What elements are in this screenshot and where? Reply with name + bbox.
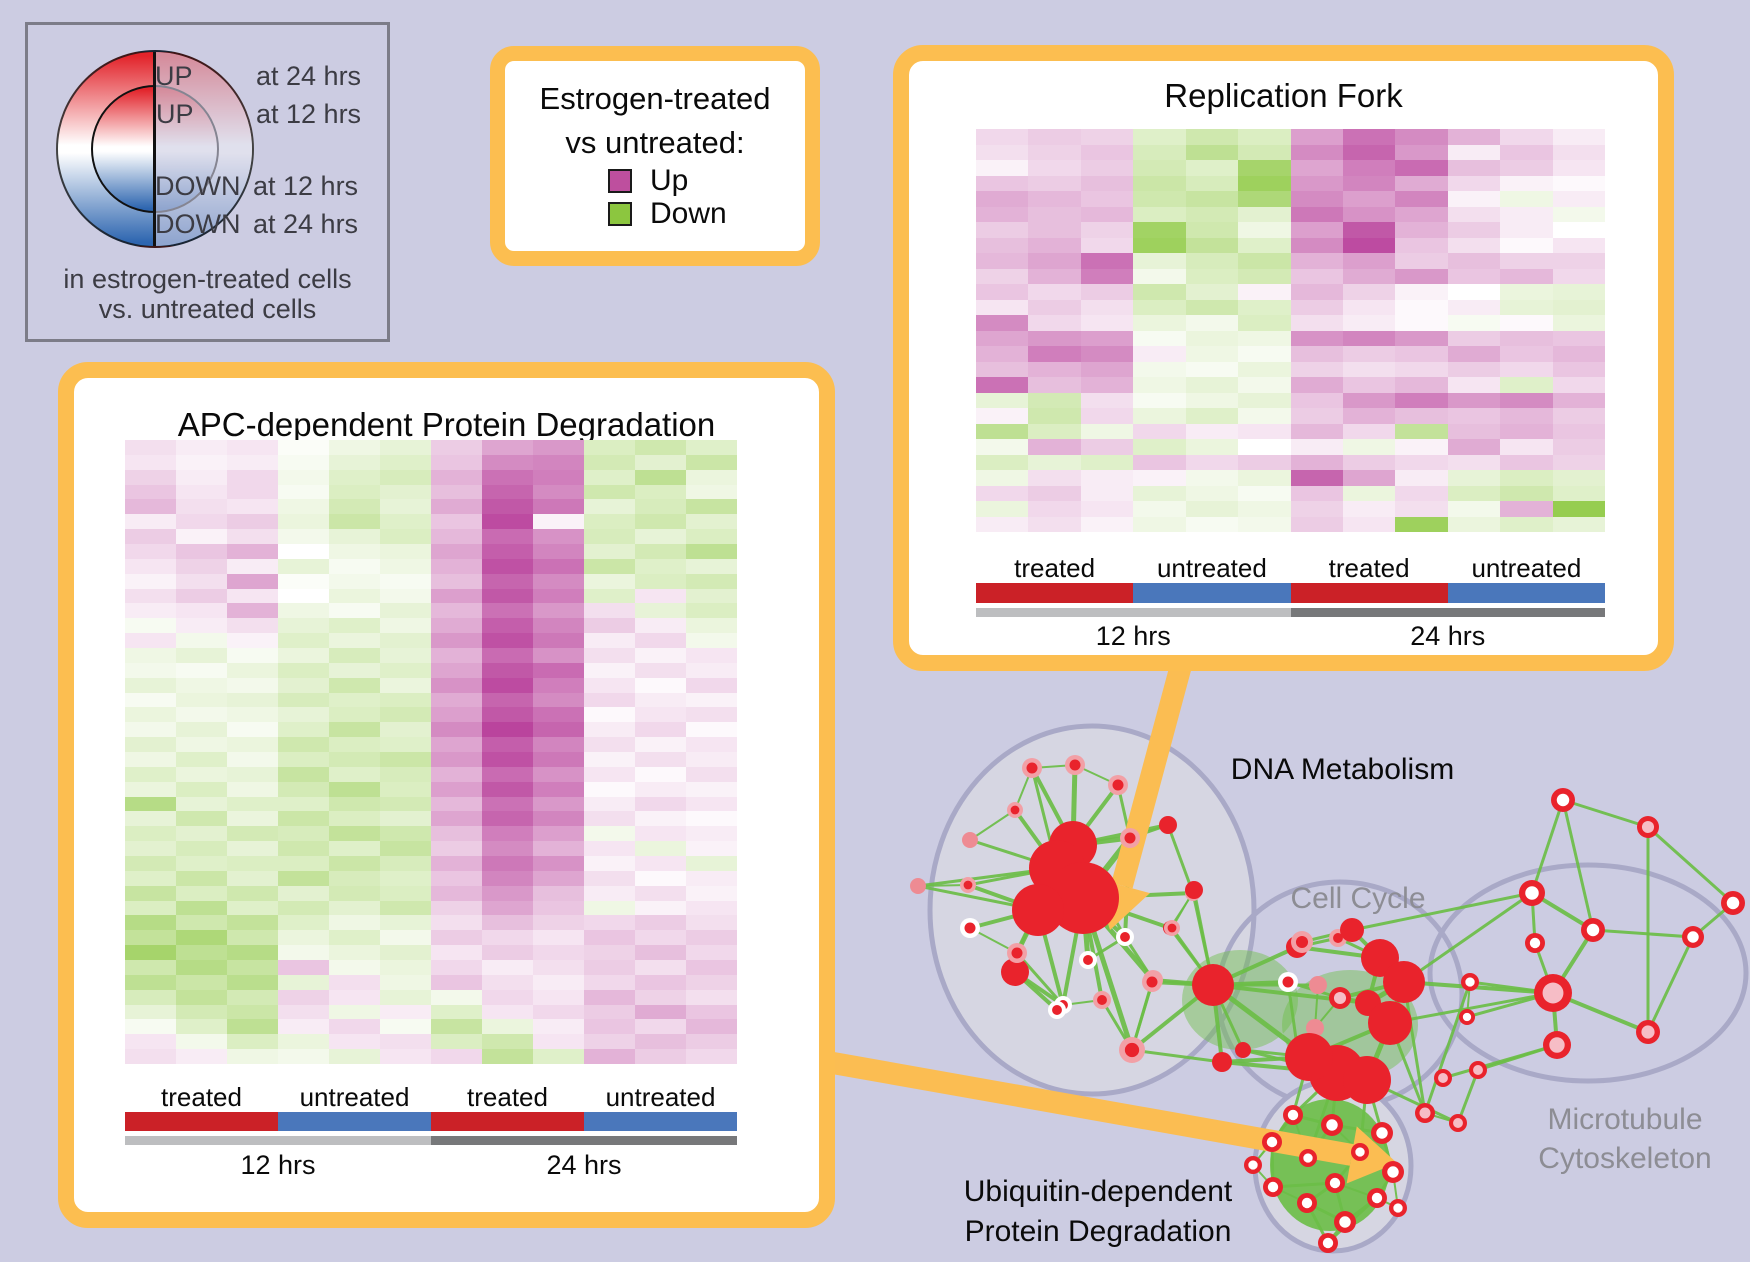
estrogen-legend-box: Estrogen-treated vs untreated: Up Down xyxy=(490,46,820,266)
estrogen-legend-title-line2: vs untreated: xyxy=(565,125,745,160)
apc-time-bar xyxy=(125,1136,737,1145)
microtubule-label-line2: Cytoskeleton xyxy=(1538,1142,1712,1175)
rf-time-label-24hrs: 24 hrs xyxy=(1410,621,1486,651)
dna-metabolism-label: DNA Metabolism xyxy=(1230,753,1455,786)
apc-group-label-2: untreated xyxy=(299,1082,410,1112)
apc-heatmap-panel: APC-dependent Protein Degradation treate… xyxy=(58,362,835,1228)
ubiquitin-degradation-label: Ubiquitin-dependent Protein Degradation xyxy=(928,1172,1268,1252)
estrogen-legend-title-line1: Estrogen-treated xyxy=(539,81,771,116)
rf-treatment-bar xyxy=(976,583,1605,603)
ring-legend-box: UP at 24 hrs UP at 12 hrs DOWN at 12 hrs… xyxy=(25,22,390,342)
rf-group-label-4: untreated xyxy=(1471,553,1582,583)
rf-group-label-2: untreated xyxy=(1156,553,1267,583)
apc-time-label-24hrs: 24 hrs xyxy=(546,1150,622,1180)
figure-bottom-margin xyxy=(0,1262,1750,1279)
down-color-swatch xyxy=(608,202,632,226)
ubiquitin-label-line2: Protein Degradation xyxy=(964,1215,1232,1248)
rf-time-label-12hrs: 12 hrs xyxy=(1095,621,1171,651)
ubiquitin-label-line1: Ubiquitin-dependent xyxy=(963,1175,1233,1208)
ring-label-down-inner-time: at 12 hrs xyxy=(253,171,359,201)
ring-divider-line xyxy=(153,52,156,246)
cell-cycle-label: Cell Cycle xyxy=(1290,882,1426,915)
ring-faded-half xyxy=(155,52,252,246)
microtubule-label-line1: Microtubule xyxy=(1547,1103,1703,1136)
apc-treatment-bar xyxy=(125,1112,737,1131)
ring-label-down-inner: DOWN xyxy=(155,171,241,201)
apc-group-label-4: untreated xyxy=(605,1082,716,1112)
rf-group-label-3: treated xyxy=(1328,553,1410,583)
ring-caption-line2: vs. untreated cells xyxy=(98,294,317,324)
rf-time-labels: 12 hrs 24 hrs xyxy=(976,621,1605,652)
replication-fork-panel: Replication Fork treated untreated treat… xyxy=(893,45,1674,671)
ring-label-up-inner-time: at 12 hrs xyxy=(256,99,362,129)
down-legend-label: Down xyxy=(650,197,727,230)
ring-caption-line1: in estrogen-treated cells xyxy=(63,264,352,294)
rf-time-bar xyxy=(976,608,1605,617)
ring-label-down-outer-time: at 24 hrs xyxy=(253,209,359,239)
microtubule-cytoskeleton-label: Microtubule Cytoskeleton xyxy=(1495,1100,1750,1178)
ring-label-up-outer-time: at 24 hrs xyxy=(256,61,362,91)
ring-label-up-inner: UP xyxy=(156,99,194,129)
apc-group-labels: treated untreated treated untreated xyxy=(125,1082,737,1113)
up-down-ring-diagram xyxy=(56,50,254,248)
up-legend-label: Up xyxy=(650,164,689,197)
apc-group-label-3: treated xyxy=(467,1082,548,1112)
ring-label-up-outer: UP xyxy=(155,61,193,91)
apc-time-labels: 12 hrs 24 hrs xyxy=(125,1150,737,1181)
ring-label-down-outer: DOWN xyxy=(155,209,241,239)
rf-panel-title: Replication Fork xyxy=(1164,77,1403,114)
apc-heatmap xyxy=(125,440,737,1064)
apc-panel-title: APC-dependent Protein Degradation xyxy=(177,406,716,443)
rf-group-label-1: treated xyxy=(1014,553,1096,583)
apc-time-label-12hrs: 12 hrs xyxy=(240,1150,316,1180)
apc-group-label-1: treated xyxy=(161,1082,242,1112)
rf-group-labels: treated untreated treated untreated xyxy=(976,553,1605,584)
up-color-swatch xyxy=(608,169,632,193)
rf-heatmap xyxy=(976,129,1605,532)
